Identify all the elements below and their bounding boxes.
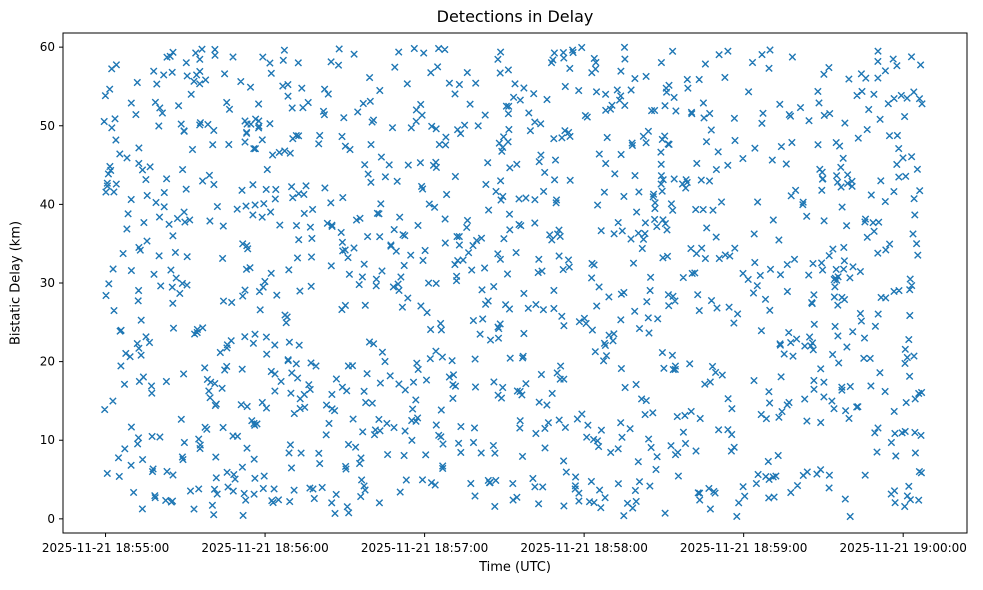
x-tick-label: 2025-11-21 18:58:00 [520, 541, 647, 555]
y-tick-label: 20 [40, 355, 55, 369]
x-axis-label: Time (UTC) [479, 560, 551, 575]
x-tick-label: 2025-11-21 18:59:00 [680, 541, 807, 555]
x-tick-label: 2025-11-21 19:00:00 [839, 541, 966, 555]
y-axis-label: Bistatic Delay (km) [8, 220, 24, 346]
scatter-points [100, 43, 926, 521]
x-tick-label: 2025-11-21 18:55:00 [42, 541, 169, 555]
chart-title: Detections in Delay [436, 7, 594, 26]
y-tick-label: 40 [40, 197, 55, 211]
x-tick-label: 2025-11-21 18:56:00 [201, 541, 328, 555]
y-tick-label: 60 [40, 40, 55, 54]
y-tick-label: 50 [40, 119, 55, 133]
y-tick-label: 10 [40, 433, 55, 447]
y-tick-label: 0 [47, 512, 55, 526]
plot-area [62, 32, 968, 534]
x-tick-label: 2025-11-21 18:57:00 [361, 541, 488, 555]
y-tick-label: 30 [40, 276, 55, 290]
